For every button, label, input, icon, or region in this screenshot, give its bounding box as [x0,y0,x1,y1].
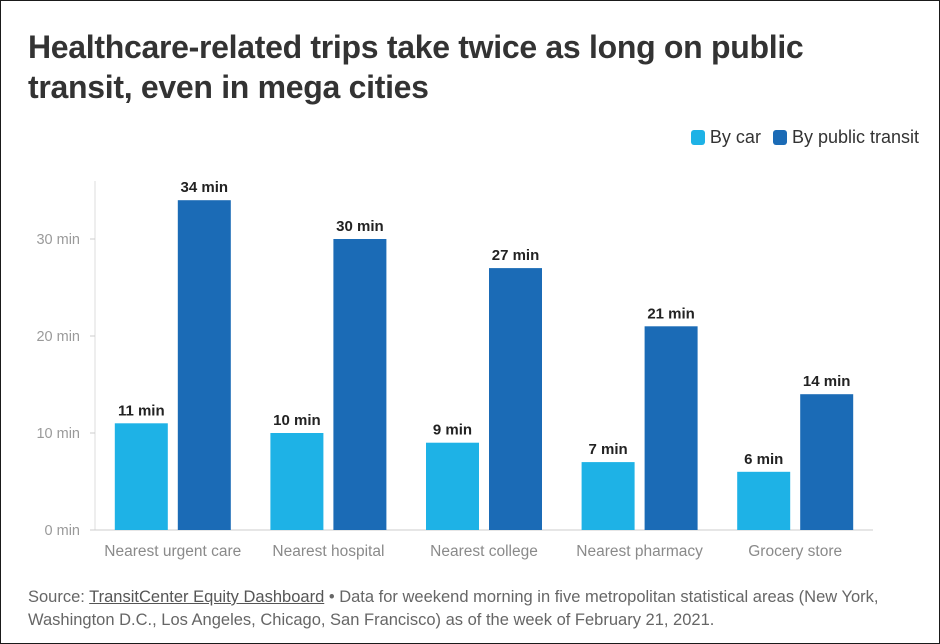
legend-item-by-car[interactable]: By car [690,127,761,148]
bar-by-public-transit [489,268,542,530]
data-label-by-public-transit: 21 min [647,305,695,322]
legend-item-by-public-transit[interactable]: By public transit [772,127,919,148]
data-label-by-car: 6 min [744,451,783,468]
source-link[interactable]: TransitCenter Equity Dashboard [89,588,325,606]
x-tick-label: Nearest urgent care [104,543,241,560]
bar-by-public-transit [177,200,231,530]
data-label-by-car: 7 min [589,441,628,458]
y-tick-label: 30 min [36,232,80,248]
data-label-by-public-transit: 14 min [803,373,851,390]
bar-by-car [114,423,168,530]
chart-title: Healthcare-related trips take twice as l… [28,29,804,105]
x-tick-label: Nearest pharmacy [576,543,703,560]
y-tick-label: 20 min [36,329,80,345]
bar-chart: 0 min 10 min 20 min 30 min 11 min 34 min Neare… [36,179,873,560]
data-label-by-public-transit: 27 min [492,247,540,264]
data-label-by-public-transit: 34 min [181,179,229,196]
bar-by-car [426,442,479,530]
y-tick-label: 10 min [36,426,80,442]
bar-by-car [737,471,791,530]
legend-swatch-by-car [690,130,705,145]
y-tick-label: 0 min [45,523,80,539]
x-tick-label: Nearest hospital [272,543,384,560]
bar-by-car [270,433,324,530]
data-label-by-car: 11 min [118,402,165,419]
legend-label-by-public-transit: By public transit [791,127,919,147]
bar-by-public-transit [333,239,387,530]
legend-swatch-by-public-transit [772,130,787,145]
data-label-by-public-transit: 30 min [336,218,384,235]
legend: By car By public transit [690,127,919,148]
source-note: Source: TransitCenter Equity Dashboard •… [28,586,923,632]
data-label-by-car: 10 min [273,412,321,429]
data-label-by-car: 9 min [433,422,472,439]
source-prefix: Source: [28,588,90,606]
legend-label-by-car: By car [709,127,761,147]
x-tick-label: Grocery store [748,543,842,560]
bar-by-public-transit [644,326,698,530]
source-suffix: • Data for weekend morning in five metro… [28,588,879,629]
bar-by-car [581,462,635,530]
x-tick-label: Nearest college [430,543,538,560]
bar-by-public-transit [800,394,854,530]
